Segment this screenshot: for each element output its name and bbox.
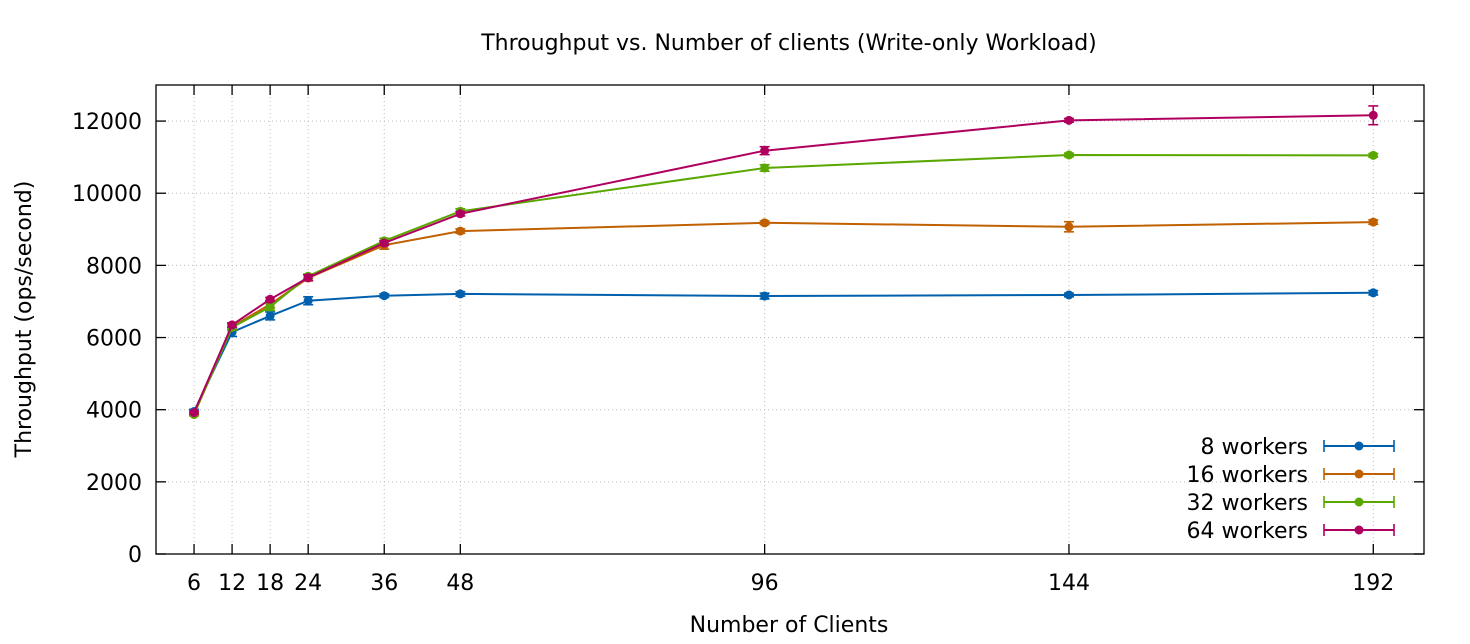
legend-marker	[1354, 497, 1364, 507]
series-64-workers	[189, 105, 1379, 418]
data-point	[1064, 290, 1074, 300]
data-point	[1368, 150, 1378, 160]
legend-entry: 32 workers	[1187, 491, 1395, 516]
data-point	[1064, 222, 1074, 232]
grid	[156, 85, 1424, 554]
series-group	[189, 105, 1379, 419]
data-point	[1368, 110, 1378, 120]
x-tick-label: 36	[370, 571, 398, 596]
data-point	[227, 320, 237, 330]
data-point	[265, 294, 275, 304]
data-point	[379, 238, 389, 248]
y-tick-label: 6000	[86, 327, 142, 352]
y-tick-label: 4000	[86, 399, 142, 424]
series-32-workers	[189, 150, 1379, 419]
legend-label: 16 workers	[1187, 463, 1308, 488]
data-point	[1368, 288, 1378, 298]
legend-entry: 64 workers	[1187, 519, 1395, 544]
y-tick-label: 10000	[72, 182, 142, 207]
series-line	[193, 291, 1374, 412]
data-point	[760, 291, 770, 301]
data-point	[1064, 115, 1074, 125]
x-tick-label: 48	[446, 571, 474, 596]
legend-marker	[1354, 441, 1364, 451]
series-line	[193, 221, 1374, 415]
series-8-workers	[189, 288, 1379, 416]
y-tick-label: 2000	[86, 471, 142, 496]
x-tick-label: 6	[187, 571, 201, 596]
x-tick-label: 192	[1352, 571, 1394, 596]
chart-title: Throughput vs. Number of clients (Write-…	[480, 31, 1097, 56]
data-point	[455, 209, 465, 219]
legend: 8 workers 16 workers 32 workers 64 workers	[1187, 435, 1395, 544]
y-tick-label: 8000	[86, 254, 142, 279]
x-tick-label: 144	[1048, 571, 1090, 596]
y-tick-labels: 0 2000 4000 6000 8000 10000 12000	[72, 110, 142, 568]
data-point	[455, 289, 465, 299]
data-point	[189, 408, 199, 418]
legend-entry: 8 workers	[1201, 435, 1395, 460]
data-point	[760, 218, 770, 228]
y-tick-label: 12000	[72, 110, 142, 135]
data-point	[760, 146, 770, 156]
legend-label: 8 workers	[1201, 435, 1309, 460]
data-point	[303, 273, 313, 283]
data-point	[265, 302, 275, 312]
y-tick-label: 0	[128, 543, 142, 568]
data-point	[1368, 217, 1378, 227]
data-point	[1064, 150, 1074, 160]
data-point	[379, 291, 389, 301]
legend-marker	[1354, 525, 1364, 535]
legend-entry: 16 workers	[1187, 463, 1395, 488]
x-tick-label: 18	[256, 571, 284, 596]
x-tick-labels: 6 12 18 24 36 48 96 144 192	[187, 571, 1394, 596]
tick-marks	[156, 85, 1424, 555]
x-tick-label: 96	[751, 571, 779, 596]
legend-label: 32 workers	[1187, 491, 1308, 516]
data-point	[303, 296, 313, 306]
legend-label: 64 workers	[1187, 519, 1308, 544]
series-line	[193, 114, 1374, 413]
y-axis-label: Throughput (ops/second)	[12, 181, 37, 459]
legend-marker	[1354, 469, 1364, 479]
data-point	[455, 226, 465, 236]
plot-frame	[155, 84, 1425, 555]
x-tick-label: 24	[294, 571, 322, 596]
x-axis-label: Number of Clients	[690, 613, 889, 638]
x-tick-label: 12	[218, 571, 246, 596]
data-point	[265, 311, 275, 321]
data-point	[760, 163, 770, 173]
series-line	[193, 153, 1374, 415]
